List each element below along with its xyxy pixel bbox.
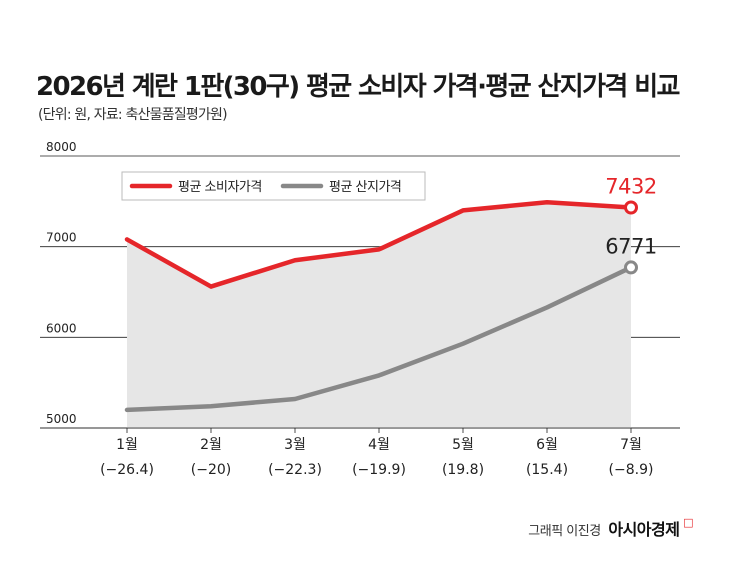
series-lines [124, 199, 638, 413]
x-tick-label: 3월 [284, 437, 306, 453]
legend: 평균 소비자가격 평균 산지가격 [121, 171, 426, 201]
consumer-price-line-end-point [624, 200, 638, 215]
brand-logo: 아시아경제 [608, 520, 680, 539]
area-fill [40, 202, 680, 429]
x-tick-label: 1월 [116, 437, 138, 453]
shaded-area [127, 202, 631, 428]
legend-label-producer: 평균 산지가격 [329, 180, 401, 195]
x-tick-sublabel: (15.4) [526, 462, 568, 478]
x-tick-sublabel: (19.8) [442, 462, 484, 478]
chart-subtitle: (단위: 원, 자료: 축산물품질평가원) [38, 107, 228, 123]
tick-labels: 5000 6000 7000 8000 7432 6771 1월 (−26.4) 2월 (−20)… [46, 140, 657, 478]
data-label-consumer: 7432 [605, 174, 656, 198]
x-tick-label: 5월 [452, 437, 474, 453]
data-label-producer: 6771 [605, 234, 656, 258]
x-tick-sublabel: (−19.9) [352, 462, 406, 478]
brand-mark-icon: □ [683, 516, 693, 529]
consumer-price-line [124, 199, 634, 289]
y-tick-label: 6000 [46, 321, 77, 335]
x-tick-sublabel: (−22.3) [268, 462, 322, 478]
x-tick-label: 6월 [536, 437, 558, 453]
x-tick-label: 4월 [368, 437, 390, 453]
producer-price-line [124, 265, 634, 413]
y-tick-label: 7000 [46, 231, 77, 245]
legend-box [121, 171, 426, 201]
y-tick-label: 8000 [46, 140, 77, 154]
y-tick-label: 5000 [46, 412, 77, 426]
legend-label-consumer: 평균 소비자가격 [178, 180, 262, 195]
chart-title: 2026년 계란 1판(30구) 평균 소비자 가격·평균 산지가격 비교 [36, 72, 680, 102]
x-tick-sublabel: (−20) [191, 462, 231, 478]
producer-price-line-end-point [624, 260, 638, 275]
credit: 그래픽 이진경 아시아경제 □ [528, 516, 693, 540]
credit-author: 그래픽 이진경 [528, 524, 601, 539]
x-tick-sublabel: (−8.9) [609, 462, 654, 478]
x-tick-label: 7월 [620, 437, 642, 453]
x-tick-label: 2월 [200, 437, 222, 453]
x-tick-sublabel: (−26.4) [100, 462, 154, 478]
